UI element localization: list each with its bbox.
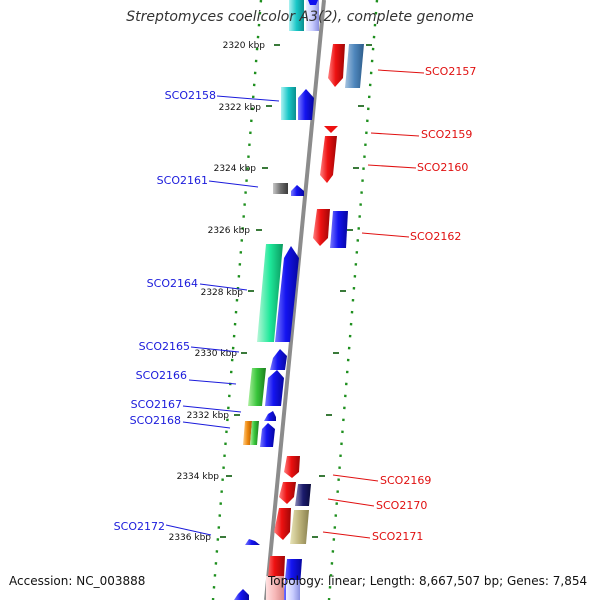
gene-label-sco2167[interactable]: SCO2167 xyxy=(131,398,182,411)
gene-label-sco2161[interactable]: SCO2161 xyxy=(157,174,208,187)
accession-label: Accession: NC_003888 xyxy=(9,574,146,588)
gene-feature xyxy=(289,0,304,31)
tick-label: 2326 kbp xyxy=(208,226,251,236)
gene-feature xyxy=(308,0,318,5)
gene-feature xyxy=(279,482,296,504)
tick-label: 2332 kbp xyxy=(187,411,230,421)
gene-label-sco2159[interactable]: SCO2159 xyxy=(421,128,472,141)
gene-feature xyxy=(274,508,291,540)
gene-feature xyxy=(260,423,275,447)
tick-label: 2320 kbp xyxy=(223,41,266,51)
tick-label: 2334 kbp xyxy=(177,472,220,482)
tick-label: 2322 kbp xyxy=(219,103,262,113)
gene-label-sco2160[interactable]: SCO2160 xyxy=(417,161,468,174)
map-title: Streptomyces coelicolor A3(2), complete … xyxy=(126,9,474,25)
gene-label-sco2157[interactable]: SCO2157 xyxy=(425,65,476,78)
gene-feature xyxy=(324,126,338,133)
gene-label-sco2172[interactable]: SCO2172 xyxy=(114,520,165,533)
gene-feature xyxy=(234,589,249,600)
tick-label: 2324 kbp xyxy=(214,164,257,174)
gene-feature xyxy=(273,183,288,194)
gene-feature xyxy=(306,0,319,31)
gene-feature xyxy=(250,421,259,445)
gene-feature xyxy=(290,510,309,544)
tick-marks xyxy=(220,44,280,538)
gene-feature xyxy=(275,246,299,342)
gene-label-sco2166[interactable]: SCO2166 xyxy=(136,369,187,382)
right-guide-line xyxy=(327,0,379,600)
gene-feature xyxy=(328,44,345,87)
left-guide-line xyxy=(211,0,263,600)
gene-feature xyxy=(320,136,337,183)
genome-backbone xyxy=(264,0,326,600)
gene-feature xyxy=(313,209,330,246)
gene-feature xyxy=(330,211,348,248)
reverse-leader-lines xyxy=(322,69,425,539)
gene-feature xyxy=(257,244,283,342)
tick-label: 2330 kbp xyxy=(195,349,238,359)
gene-feature xyxy=(295,484,311,506)
reverse-gene-features xyxy=(266,44,364,600)
gene-label-sco2162[interactable]: SCO2162 xyxy=(410,230,461,243)
tick-label: 2336 kbp xyxy=(169,533,212,543)
gene-feature xyxy=(266,576,284,600)
gene-feature xyxy=(264,411,276,421)
forward-leader-lines xyxy=(165,95,280,536)
gene-label-sco2169[interactable]: SCO2169 xyxy=(380,474,431,487)
gene-feature xyxy=(345,44,364,88)
tick-label: 2328 kbp xyxy=(201,288,244,298)
gene-feature xyxy=(291,185,304,196)
gene-label-sco2164[interactable]: SCO2164 xyxy=(147,277,198,290)
gene-feature xyxy=(286,580,300,600)
gene-feature xyxy=(243,421,252,445)
gene-feature xyxy=(265,370,284,406)
gene-label-sco2170[interactable]: SCO2170 xyxy=(376,499,427,512)
reverse-side-dashes xyxy=(312,44,372,538)
gene-label-sco2171[interactable]: SCO2171 xyxy=(372,530,423,543)
gene-feature xyxy=(245,539,260,545)
gene-feature xyxy=(281,87,296,120)
gene-feature xyxy=(270,349,287,370)
gene-label-sco2158[interactable]: SCO2158 xyxy=(165,89,216,102)
gene-feature xyxy=(248,368,266,406)
gene-label-sco2168[interactable]: SCO2168 xyxy=(130,414,181,427)
gene-feature xyxy=(298,89,314,120)
gene-label-sco2165[interactable]: SCO2165 xyxy=(139,340,190,353)
forward-gene-features xyxy=(234,0,319,600)
gene-feature xyxy=(284,456,300,478)
genome-summary-label: Topology: linear; Length: 8,667,507 bp; … xyxy=(268,574,588,588)
